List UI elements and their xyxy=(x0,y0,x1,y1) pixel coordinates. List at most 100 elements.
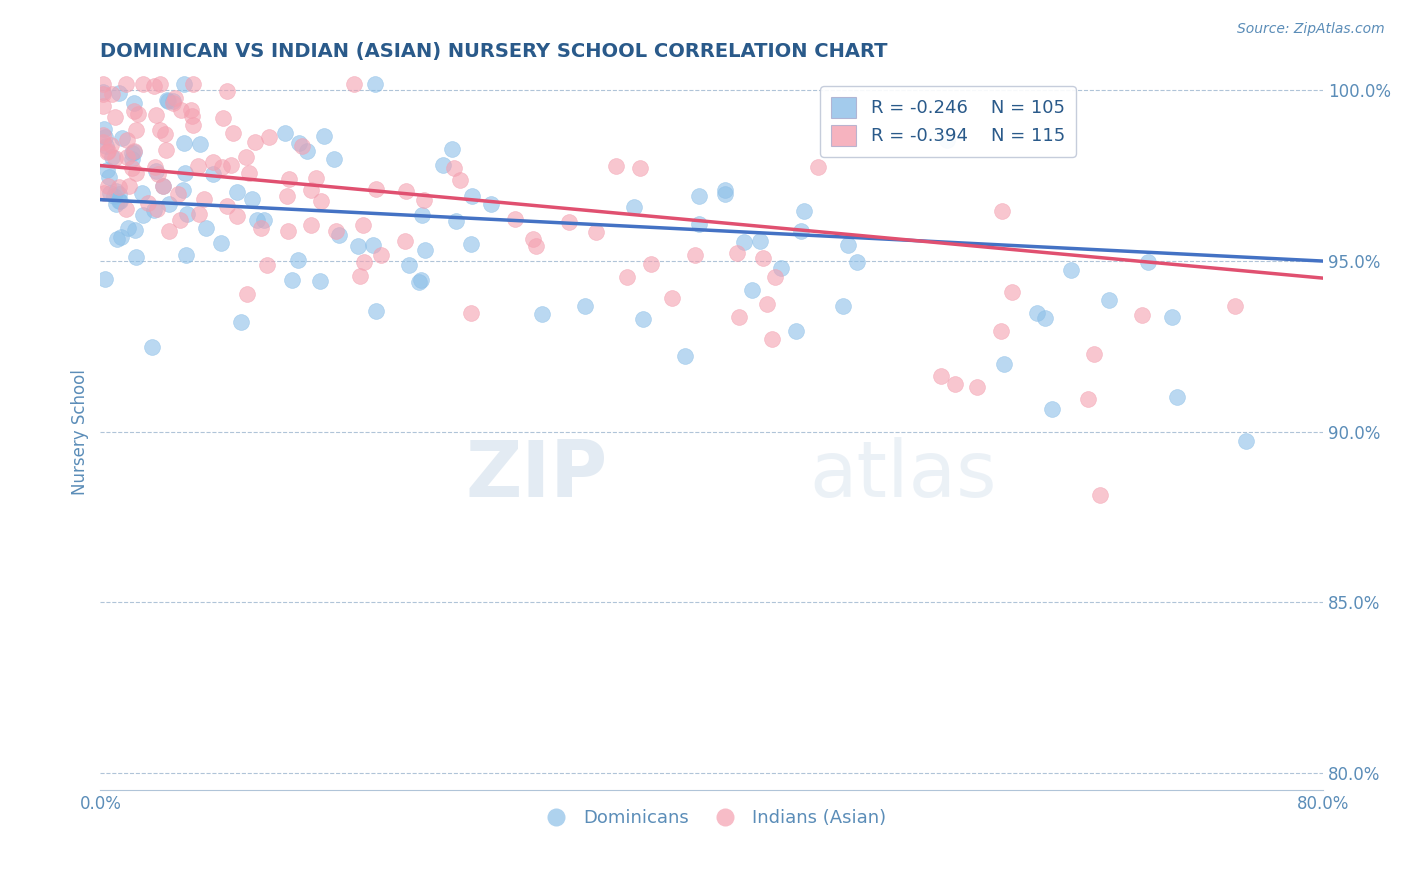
Point xyxy=(104,184,127,198)
Point xyxy=(522,232,544,246)
Point xyxy=(761,332,783,346)
Point xyxy=(201,155,224,169)
Point xyxy=(240,192,263,206)
Point xyxy=(202,167,225,181)
Point xyxy=(413,244,436,258)
Point xyxy=(769,261,792,276)
Point xyxy=(966,380,988,394)
Point xyxy=(990,203,1012,218)
Point xyxy=(325,224,347,238)
Point xyxy=(93,128,115,143)
Point xyxy=(688,217,710,231)
Point xyxy=(122,95,145,110)
Point xyxy=(257,130,280,145)
Point xyxy=(1033,310,1056,325)
Point xyxy=(309,274,332,288)
Point xyxy=(187,159,209,173)
Point xyxy=(180,103,202,117)
Point xyxy=(155,93,177,107)
Point xyxy=(323,152,346,166)
Point xyxy=(725,246,748,260)
Point xyxy=(107,232,129,246)
Point xyxy=(104,197,127,211)
Point xyxy=(1098,293,1121,308)
Point xyxy=(741,283,763,297)
Point xyxy=(107,187,129,202)
Point xyxy=(287,252,309,267)
Point xyxy=(110,194,132,209)
Point xyxy=(110,230,132,244)
Point xyxy=(146,202,169,217)
Point xyxy=(101,87,124,102)
Point xyxy=(115,150,138,164)
Point xyxy=(524,238,547,252)
Point xyxy=(103,151,125,165)
Point xyxy=(238,166,260,180)
Point xyxy=(845,254,868,268)
Point xyxy=(226,209,249,223)
Point xyxy=(153,127,176,141)
Point xyxy=(1083,347,1105,361)
Point xyxy=(173,136,195,151)
Text: Source: ZipAtlas.com: Source: ZipAtlas.com xyxy=(1237,22,1385,37)
Point xyxy=(309,194,332,208)
Point xyxy=(157,225,180,239)
Point xyxy=(193,192,215,206)
Point xyxy=(143,160,166,174)
Point xyxy=(990,325,1012,339)
Point xyxy=(993,357,1015,371)
Point xyxy=(394,234,416,248)
Point xyxy=(121,145,143,160)
Point xyxy=(221,126,243,140)
Point xyxy=(1001,285,1024,299)
Point xyxy=(1077,392,1099,406)
Point xyxy=(97,178,120,193)
Point xyxy=(174,248,197,262)
Point xyxy=(235,150,257,164)
Point xyxy=(132,208,155,222)
Point xyxy=(929,368,952,383)
Point xyxy=(127,107,149,121)
Point xyxy=(93,186,115,201)
Point xyxy=(93,122,115,136)
Point xyxy=(93,129,115,144)
Point xyxy=(605,159,627,173)
Point xyxy=(121,153,143,167)
Point xyxy=(751,251,773,265)
Point xyxy=(935,133,957,147)
Point xyxy=(124,144,146,158)
Point xyxy=(231,315,253,329)
Point xyxy=(93,77,115,91)
Point xyxy=(640,257,662,271)
Point xyxy=(312,128,335,143)
Point xyxy=(440,142,463,156)
Point xyxy=(167,186,190,201)
Point xyxy=(831,300,853,314)
Point xyxy=(277,224,299,238)
Point xyxy=(243,136,266,150)
Point xyxy=(122,145,145,159)
Point xyxy=(443,161,465,175)
Point xyxy=(217,199,239,213)
Point xyxy=(460,236,482,251)
Point xyxy=(661,291,683,305)
Point xyxy=(342,77,364,91)
Text: atlas: atlas xyxy=(810,437,997,513)
Point xyxy=(363,77,385,91)
Point xyxy=(103,188,125,202)
Point xyxy=(226,186,249,200)
Point xyxy=(557,214,579,228)
Point xyxy=(366,303,388,318)
Point xyxy=(1136,254,1159,268)
Point xyxy=(118,179,141,194)
Point xyxy=(1040,401,1063,416)
Point xyxy=(479,197,502,211)
Text: DOMINICAN VS INDIAN (ASIAN) NURSERY SCHOOL CORRELATION CHART: DOMINICAN VS INDIAN (ASIAN) NURSERY SCHO… xyxy=(100,42,887,61)
Point xyxy=(411,208,433,222)
Point xyxy=(413,193,436,207)
Point xyxy=(125,166,148,180)
Point xyxy=(101,150,124,164)
Point xyxy=(364,182,387,196)
Point xyxy=(152,179,174,194)
Point xyxy=(108,180,131,194)
